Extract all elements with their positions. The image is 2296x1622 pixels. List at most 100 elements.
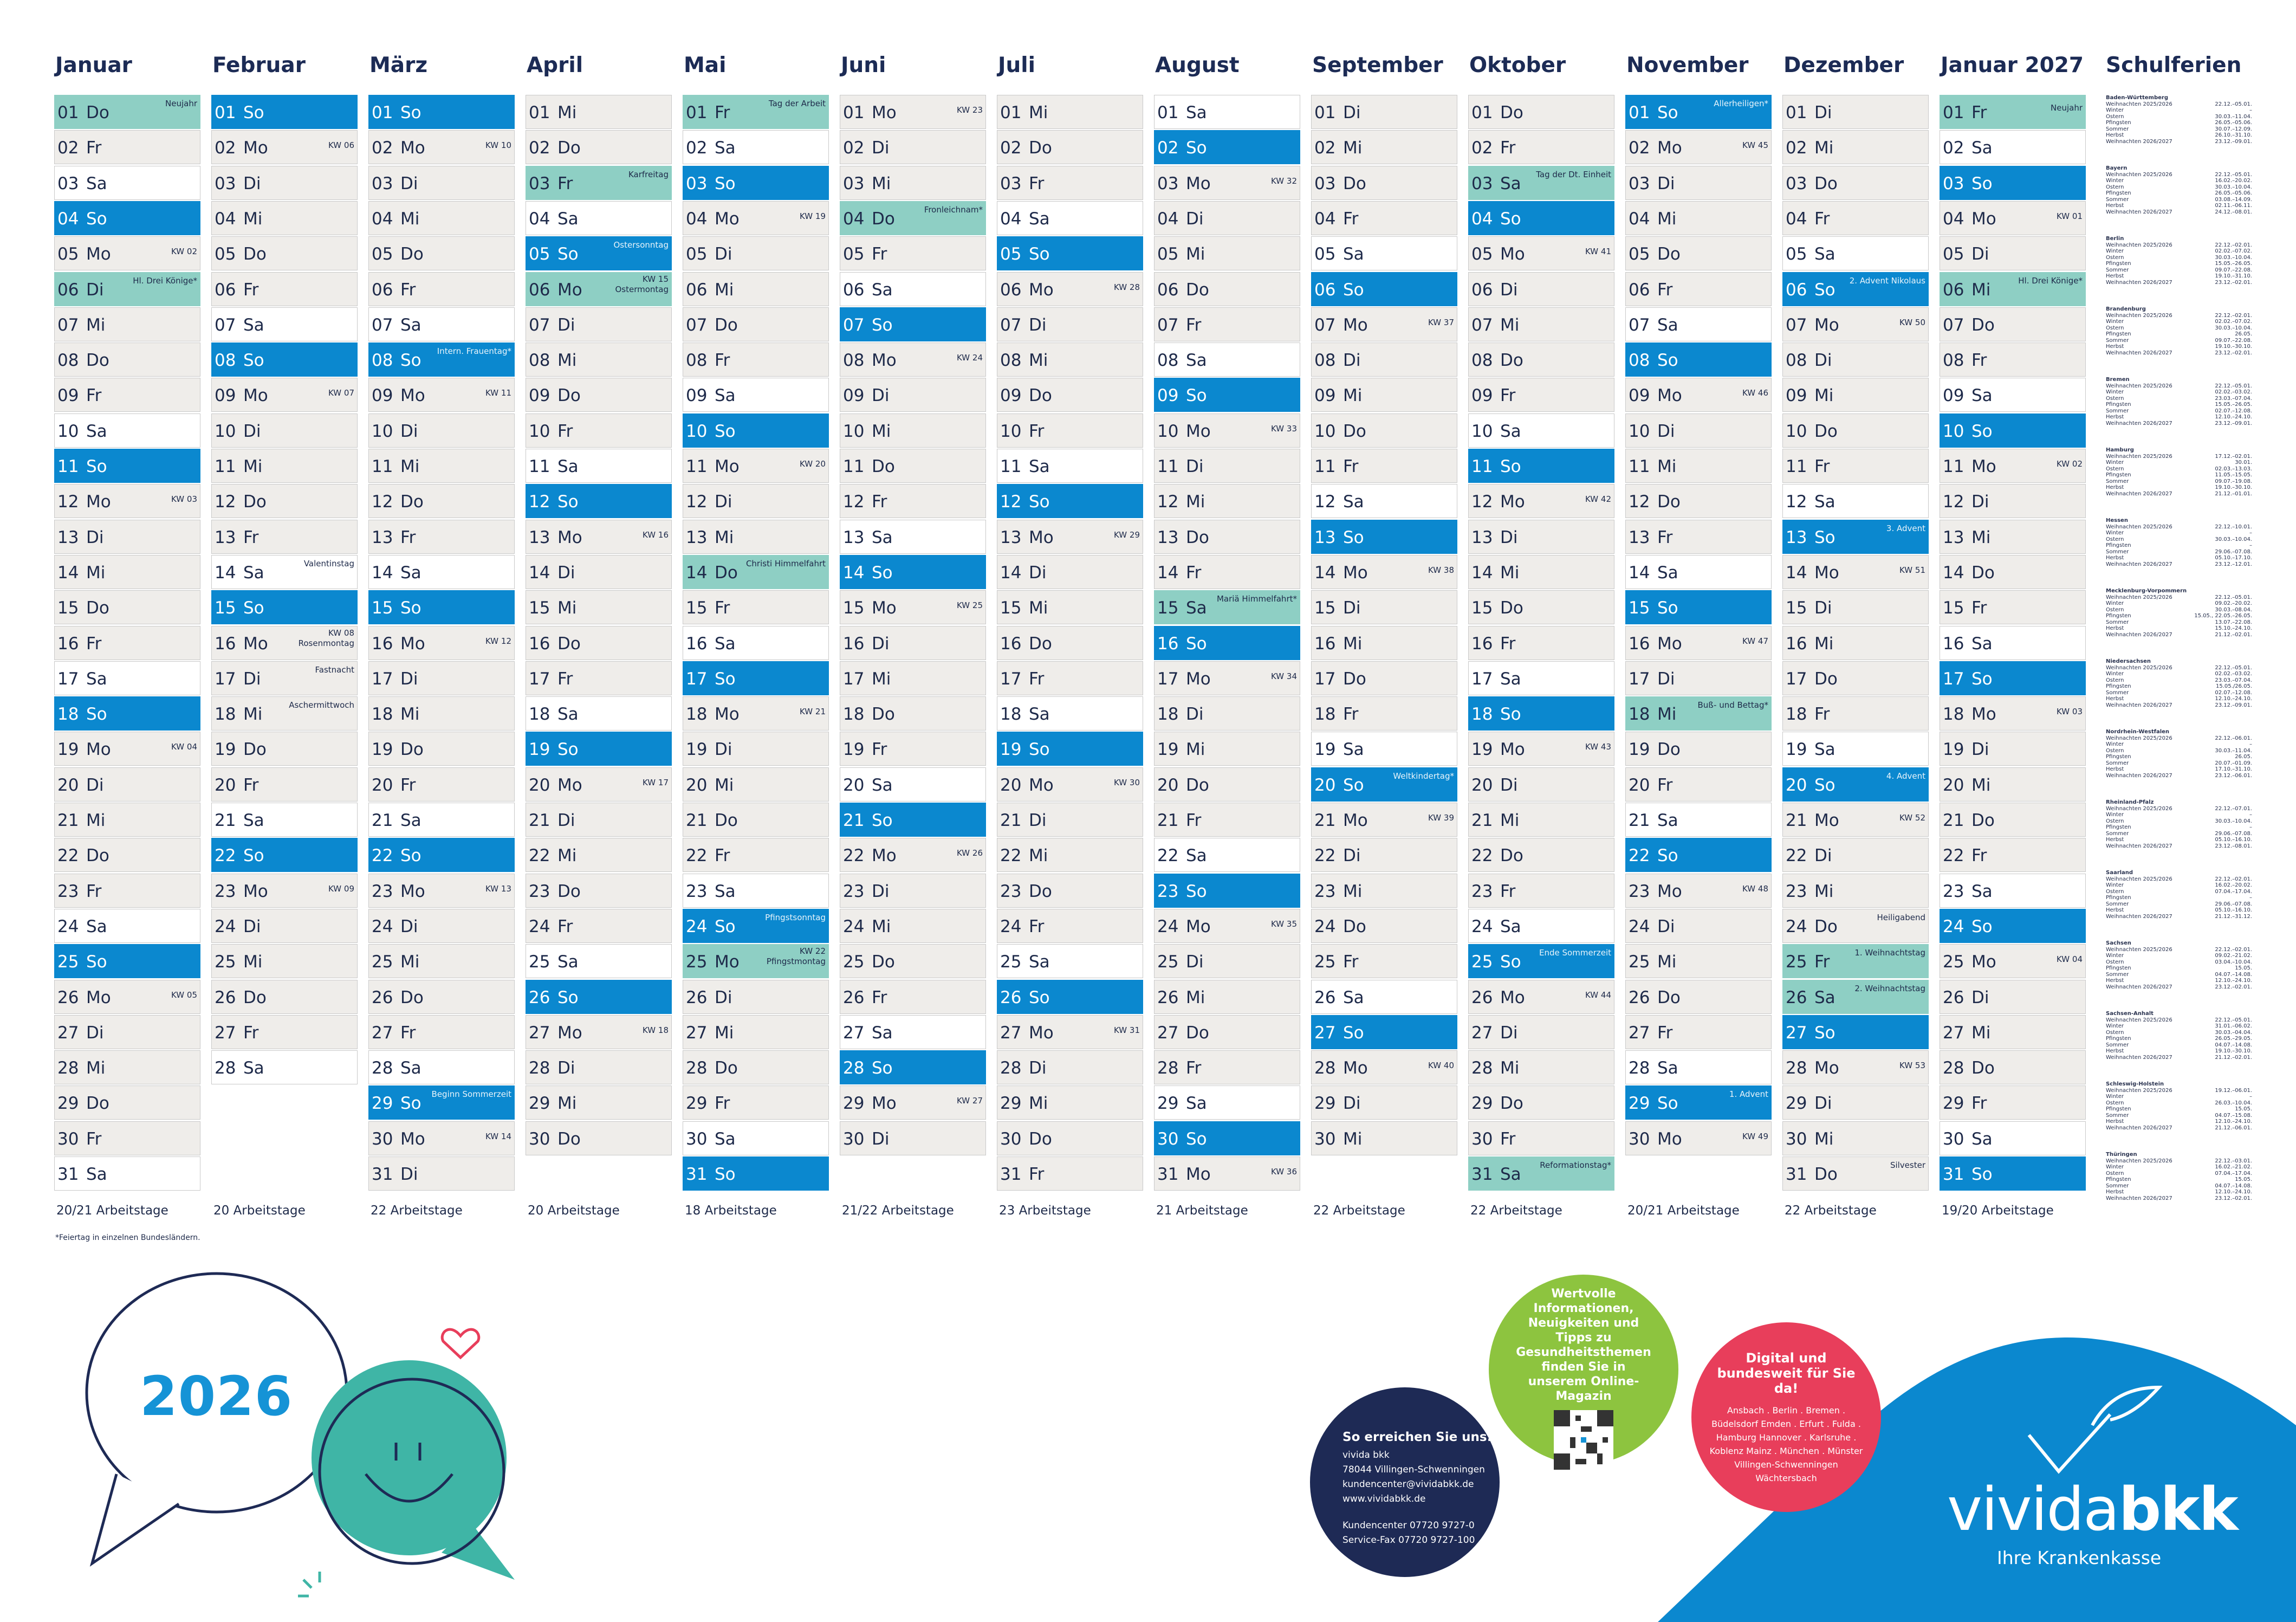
day-cell: 16 Sa bbox=[1940, 625, 2086, 660]
day-number: 09 bbox=[1157, 386, 1179, 406]
weekday-label: Mo bbox=[1500, 492, 1525, 512]
calendar-week: KW 34 bbox=[1271, 671, 1297, 681]
day-cell: 11 So bbox=[1468, 449, 1614, 483]
day-cell: 01 Fr Tag der Arbeit bbox=[683, 95, 829, 129]
weekday-label: Mi bbox=[1814, 881, 1834, 901]
day-number: 09 bbox=[843, 386, 865, 406]
holiday-dates: 03.08.–14.09. bbox=[2215, 196, 2252, 203]
weekday-label: So bbox=[1500, 209, 1521, 229]
weekday-label: So bbox=[1814, 280, 1835, 300]
day-number: 12 bbox=[843, 492, 865, 512]
day-number: 19 bbox=[1786, 740, 1807, 760]
month-title: Mai bbox=[684, 53, 727, 77]
holiday-dates: 05.10.–16.10. bbox=[2215, 907, 2252, 913]
weekday-label: So bbox=[1971, 421, 1993, 441]
holiday-dates: 12.10.–24.10. bbox=[2215, 696, 2252, 702]
day-cell: 30 Mo KW 14 bbox=[368, 1121, 515, 1155]
weekday-label: Mi bbox=[872, 421, 891, 441]
weekday-label: Fr bbox=[86, 1129, 102, 1149]
day-number: 12 bbox=[57, 492, 79, 512]
weekday-label: Mo bbox=[86, 244, 111, 264]
qr-code-icon[interactable] bbox=[1554, 1410, 1613, 1475]
day-number: 24 bbox=[57, 916, 79, 936]
day-number: 08 bbox=[215, 351, 236, 371]
day-cell: 24 Do Heiligabend bbox=[1782, 908, 1929, 943]
day-cell: 16 Mo KW 08 Rosenmontag bbox=[211, 625, 358, 660]
holiday-dates: 16.02.–20.02. bbox=[2215, 882, 2252, 888]
holiday-dates: 15.05.–26.05. bbox=[2215, 402, 2252, 408]
day-cell: 03 So bbox=[683, 165, 829, 200]
weekday-label: Do bbox=[1500, 598, 1523, 618]
calendar-week: KW 10 bbox=[485, 140, 511, 151]
weekday-label: Mo bbox=[1186, 421, 1211, 441]
contact-line: 78044 Villingen-Schwenningen bbox=[1342, 1464, 1485, 1475]
day-number: 18 bbox=[57, 705, 79, 725]
holiday-dates: 30.01. bbox=[2235, 460, 2252, 466]
day-cell: 23 Sa bbox=[1940, 873, 2086, 908]
weekday-label: Mi bbox=[1500, 315, 1520, 335]
weekday-label: Di bbox=[715, 740, 732, 760]
holiday-dates: 23.03.–07.04. bbox=[2215, 395, 2252, 402]
day-number: 18 bbox=[1943, 705, 1964, 725]
holiday-row: Winter 16.02.–21.02. bbox=[2106, 1164, 2252, 1171]
day-cell: 17 Di Fastnacht bbox=[211, 661, 358, 695]
holiday-dates: 30.03.–11.04. bbox=[2215, 113, 2252, 120]
day-number: 17 bbox=[1000, 669, 1022, 689]
weekday-label: Mi bbox=[86, 811, 106, 830]
day-number: 06 bbox=[529, 280, 550, 300]
working-days: 22 Arbeitstage bbox=[1313, 1204, 1405, 1218]
locations-list: Ansbach . Berlin . Bremen . Büdelsdorf E… bbox=[1709, 1405, 1863, 1483]
month-title: März bbox=[369, 53, 428, 77]
calendar-week: KW 26 bbox=[957, 848, 983, 858]
weekday-label: Di bbox=[400, 421, 418, 441]
day-cell: 04 So bbox=[1468, 201, 1614, 235]
holiday-row: Winter – bbox=[2106, 741, 2252, 748]
day-note: Aschermittwoch bbox=[289, 700, 354, 710]
state-block: Schleswig-Holstein Weihnachten 2025/2026 1… bbox=[2106, 1081, 2252, 1131]
day-number: 19 bbox=[1943, 740, 1964, 760]
day-number: 11 bbox=[372, 457, 393, 476]
weekday-label: Di bbox=[86, 775, 104, 795]
weekday-label: Mi bbox=[1971, 775, 1991, 795]
day-cell: 09 Mi bbox=[1782, 378, 1929, 412]
weekday-label: Mi bbox=[243, 209, 263, 229]
weekday-label: Sa bbox=[557, 457, 579, 476]
day-cell: 09 Mo KW 11 bbox=[368, 378, 515, 412]
day-number: 28 bbox=[529, 1058, 550, 1078]
weekday-label: Di bbox=[1814, 351, 1832, 371]
day-cell: 13 So 3. Advent bbox=[1782, 519, 1929, 554]
day-number: 21 bbox=[1314, 811, 1336, 830]
weekday-label: Mi bbox=[1971, 1023, 1991, 1043]
day-cell: 10 Di bbox=[211, 413, 358, 448]
day-number: 25 bbox=[1471, 952, 1493, 972]
holiday-row: Herbst 19.10.–30.10. bbox=[2106, 484, 2252, 491]
weekday-label: Di bbox=[557, 563, 575, 583]
month-title: September bbox=[1312, 53, 1443, 77]
day-number: 29 bbox=[1471, 1094, 1493, 1114]
day-number: 29 bbox=[529, 1094, 550, 1114]
weekday-label: Mo bbox=[1657, 138, 1682, 158]
weekday-label: So bbox=[557, 740, 579, 760]
calendar-week: KW 28 bbox=[1114, 282, 1140, 292]
day-number: 13 bbox=[1471, 527, 1493, 547]
holiday-label: Weihnachten 2025/2026 bbox=[2106, 242, 2172, 248]
day-number: 02 bbox=[1000, 138, 1022, 158]
day-cell: 14 Fr bbox=[1154, 554, 1300, 589]
holiday-row: Herbst 12.10.–24.10. bbox=[2106, 414, 2252, 421]
weekday-label: Di bbox=[1971, 987, 1989, 1007]
weekday-label: Fr bbox=[1657, 1023, 1673, 1043]
day-number: 13 bbox=[686, 527, 708, 547]
weekday-label: Do bbox=[1029, 634, 1052, 654]
weekday-label: So bbox=[1814, 1023, 1835, 1043]
calendar-week: KW 50 bbox=[1899, 317, 1925, 327]
weekday-label: Do bbox=[400, 987, 424, 1007]
day-cell: 08 Di bbox=[1782, 343, 1929, 377]
day-cell: 28 Sa bbox=[1625, 1050, 1772, 1085]
day-number: 29 bbox=[1629, 1094, 1650, 1114]
weekday-label: Mo bbox=[1029, 527, 1054, 547]
weekday-label: Mi bbox=[86, 315, 106, 335]
day-number: 27 bbox=[1943, 1023, 1964, 1043]
weekday-label: So bbox=[1657, 846, 1678, 866]
day-cell: 20 Mi bbox=[1940, 767, 2086, 802]
holiday-row: Weihnachten 2026/2027 23.12.–02.01. bbox=[2106, 280, 2252, 286]
